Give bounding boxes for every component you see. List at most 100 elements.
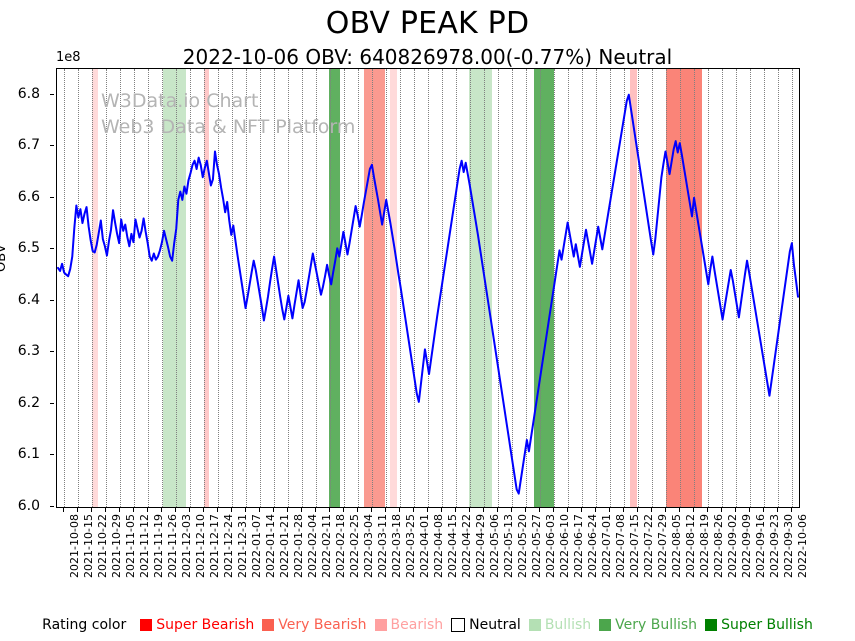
grid-line — [64, 69, 65, 507]
grid-line — [274, 69, 275, 507]
x-tick-label: 2022-01-14 — [264, 514, 277, 578]
grid-line — [148, 69, 149, 507]
x-tick-label: 2022-09-30 — [782, 514, 795, 578]
x-tick-mark — [595, 508, 596, 512]
rating-band-bearish — [92, 69, 99, 507]
grid-line — [260, 69, 261, 507]
legend-item-label: Super Bullish — [721, 617, 813, 633]
x-tick-mark — [371, 508, 372, 512]
y-tick-label: 6.5 — [17, 240, 40, 257]
grid-line — [442, 69, 443, 507]
y-tick-label: 6.1 — [17, 446, 40, 463]
obv-line-path — [57, 93, 799, 495]
grid-line — [190, 69, 191, 507]
legend-swatch-icon — [705, 619, 718, 631]
x-tick-mark — [749, 508, 750, 512]
x-tick-mark — [147, 508, 148, 512]
x-tick-label: 2022-06-24 — [586, 514, 599, 578]
x-tick-mark — [399, 508, 400, 512]
x-tick-label: 2021-12-31 — [236, 514, 249, 578]
legend-item-neutral[interactable]: Neutral — [451, 617, 521, 633]
x-tick-label: 2022-04-29 — [474, 514, 487, 578]
grid-line — [778, 69, 779, 507]
x-tick-label: 2022-06-17 — [572, 514, 585, 578]
grid-line — [568, 69, 569, 507]
x-tick-mark — [567, 508, 568, 512]
x-tick-label: 2022-09-23 — [768, 514, 781, 578]
legend-item-very-bearish[interactable]: Very Bearish — [262, 617, 367, 633]
grid-line — [638, 69, 639, 507]
x-tick-label: 2022-02-18 — [334, 514, 347, 578]
x-tick-mark — [315, 508, 316, 512]
obv-line-series — [57, 93, 799, 495]
legend-swatch-icon — [262, 619, 275, 631]
x-tick-mark — [441, 508, 442, 512]
x-tick-label: 2022-03-11 — [376, 514, 389, 578]
y-tick-mark — [50, 196, 54, 198]
grid-line — [302, 69, 303, 507]
grid-line — [372, 69, 373, 507]
legend-item-bullish[interactable]: Bullish — [528, 617, 591, 633]
legend-item-super-bearish[interactable]: Super Bearish — [140, 617, 254, 633]
y-tick-label: 6.2 — [17, 394, 40, 411]
x-tick-label: 2021-12-17 — [208, 514, 221, 578]
grid-line — [764, 69, 765, 507]
legend-swatch-icon — [599, 619, 612, 631]
x-tick-label: 2022-05-13 — [502, 514, 515, 578]
rating-band-very-bullish — [534, 69, 554, 507]
x-tick-label: 2022-05-06 — [488, 514, 501, 578]
grid-line — [484, 69, 485, 507]
x-tick-mark — [651, 508, 652, 512]
grid-line — [624, 69, 625, 507]
x-tick-mark — [343, 508, 344, 512]
x-tick-label: 2022-02-04 — [306, 514, 319, 578]
x-tick-mark — [539, 508, 540, 512]
x-tick-label: 2022-08-19 — [698, 514, 711, 578]
x-tick-mark — [553, 508, 554, 512]
legend-item-label: Super Bearish — [156, 617, 255, 633]
x-tick-label: 2022-03-04 — [362, 514, 375, 578]
x-tick-label: 2021-11-19 — [152, 514, 165, 578]
grid-line — [246, 69, 247, 507]
y-tick-label: 6.7 — [17, 137, 40, 154]
x-tick-mark — [133, 508, 134, 512]
grid-line — [120, 69, 121, 507]
grid-line — [694, 69, 695, 507]
x-tick-mark — [735, 508, 736, 512]
legend-title: Rating color — [42, 617, 127, 633]
x-tick-mark — [483, 508, 484, 512]
x-tick-label: 2022-08-26 — [712, 514, 725, 578]
y-tick-mark — [50, 93, 54, 95]
y-tick-label: 6.4 — [17, 291, 40, 308]
x-tick-mark — [287, 508, 288, 512]
x-tick-mark — [105, 508, 106, 512]
grid-line — [708, 69, 709, 507]
x-tick-mark — [231, 508, 232, 512]
x-tick-mark — [721, 508, 722, 512]
legend-item-very-bullish[interactable]: Very Bullish — [599, 617, 697, 633]
x-tick-mark — [665, 508, 666, 512]
grid-line — [358, 69, 359, 507]
x-tick-label: 2022-06-10 — [558, 514, 571, 578]
legend-item-super-bullish[interactable]: Super Bullish — [705, 617, 813, 633]
rating-band-bearish — [204, 69, 209, 507]
x-tick-label: 2021-10-08 — [68, 514, 81, 578]
x-tick-label: 2021-12-10 — [194, 514, 207, 578]
y-tick-mark — [50, 299, 54, 301]
grid-line — [386, 69, 387, 507]
x-tick-mark — [707, 508, 708, 512]
x-tick-label: 2021-11-26 — [166, 514, 179, 578]
grid-line — [736, 69, 737, 507]
x-tick-label: 2022-01-07 — [250, 514, 263, 578]
grid-line — [78, 69, 79, 507]
x-tick-mark — [497, 508, 498, 512]
legend-item-label: Neutral — [469, 617, 521, 633]
legend-item-bearish[interactable]: Bearish — [374, 617, 443, 633]
plot-area: W3Data.io Chart Web3 Data & NFT Platform — [56, 68, 800, 508]
x-tick-mark — [301, 508, 302, 512]
rating-band-bullish — [162, 69, 187, 507]
x-tick-label: 2022-07-08 — [614, 514, 627, 578]
legend: Rating color Super Bearish Very Bearish Be… — [0, 612, 855, 638]
grid-line — [316, 69, 317, 507]
x-tick-label: 2022-09-02 — [726, 514, 739, 578]
